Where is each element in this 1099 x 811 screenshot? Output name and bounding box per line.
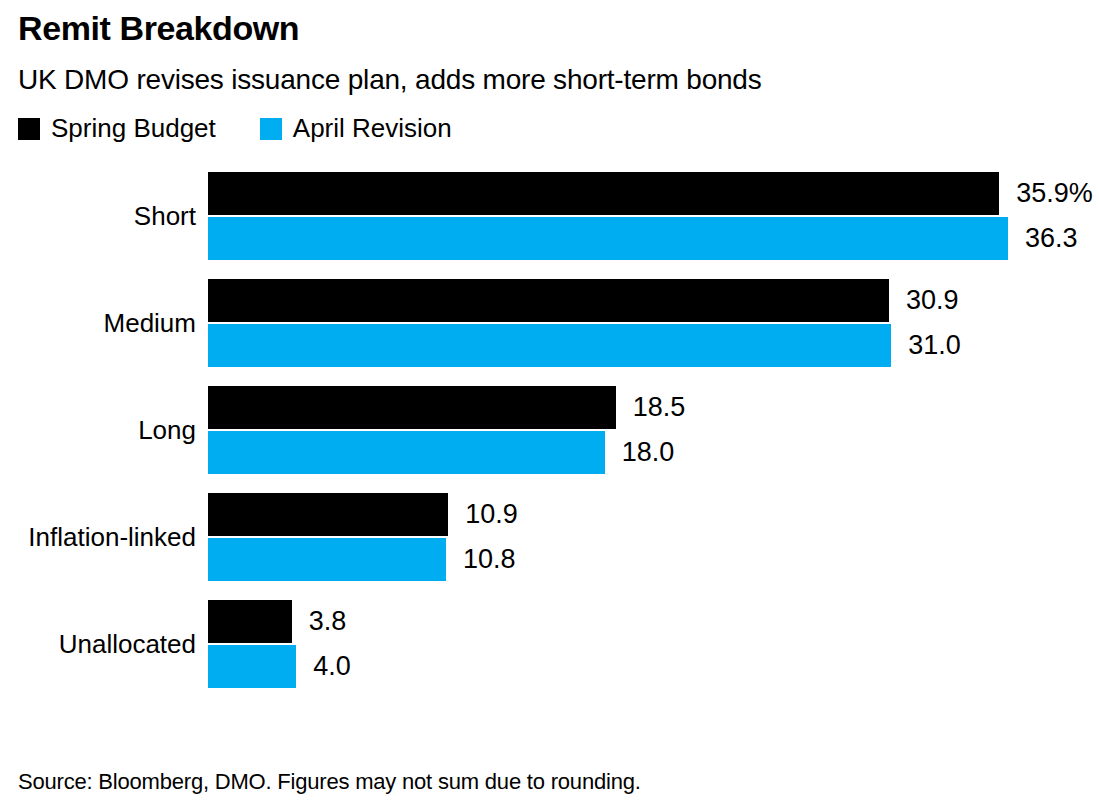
bar-line: 31.0 [208,324,1018,367]
bar-line: 3.8 [208,600,1018,643]
source-note: Source: Bloomberg, DMO. Figures may not … [18,769,641,795]
bar-line: 10.9 [208,493,1018,536]
value-label: 18.5 [633,392,686,423]
legend-label: April Revision [293,113,452,144]
chart-title: Remit Breakdown [18,10,1081,47]
bar-group: 18.5 18.0 [208,386,1018,474]
bar-group: 10.9 10.8 [208,493,1018,581]
bar-april-revision [208,538,446,581]
chart-row: Unallocated3.84.0 [18,600,1081,688]
bar-line: 30.9 [208,279,1018,322]
category-label: Short [18,201,208,232]
value-label: 18.0 [622,437,675,468]
chart-card: Remit Breakdown UK DMO revises issuance … [0,0,1099,811]
chart-row: Inflation-linked 10.9 10.8 [18,493,1081,581]
legend-swatch-spring-budget [18,118,40,140]
value-label: 35.9% [1016,178,1093,209]
bar-group: 30.9 31.0 [208,279,1018,367]
bar-group: 3.84.0 [208,600,1018,688]
legend-swatch-april-revision [260,118,282,140]
bar-line: 36.3 [208,217,1018,260]
bar-spring-budget [208,600,292,643]
category-label: Unallocated [18,629,208,660]
value-label: 30.9 [906,285,959,316]
bar-line: 4.0 [208,645,1018,688]
bar-spring-budget [208,386,616,429]
bar-chart: Short35.9%36.3 Medium 30.9 31.0 Long 18.5 18.0… [18,172,1081,688]
legend-item-spring-budget: Spring Budget [18,113,216,144]
category-label: Long [18,415,208,446]
value-label: 10.9 [465,499,518,530]
value-label: 31.0 [908,330,961,361]
chart-row: Short35.9%36.3 [18,172,1081,260]
bar-group: 35.9%36.3 [208,172,1018,260]
value-label: 36.3 [1025,223,1078,254]
chart-legend: Spring Budget April Revision [18,113,1081,144]
chart-row: Long 18.5 18.0 [18,386,1081,474]
bar-april-revision [208,431,605,474]
bar-line: 10.8 [208,538,1018,581]
bar-line: 35.9% [208,172,1018,215]
bar-line: 18.0 [208,431,1018,474]
legend-item-april-revision: April Revision [260,113,452,144]
chart-row: Medium 30.9 31.0 [18,279,1081,367]
bar-spring-budget [208,279,889,322]
bar-april-revision [208,324,891,367]
category-label: Medium [18,308,208,339]
bar-line: 18.5 [208,386,1018,429]
value-label: 4.0 [313,651,351,682]
bar-april-revision [208,645,296,688]
bar-april-revision [208,217,1008,260]
bar-spring-budget [208,172,999,215]
chart-subtitle: UK DMO revises issuance plan, adds more … [18,64,1081,96]
category-label: Inflation-linked [18,522,208,553]
legend-label: Spring Budget [51,113,216,144]
bar-spring-budget [208,493,448,536]
value-label: 3.8 [309,606,347,637]
value-label: 10.8 [463,544,516,575]
